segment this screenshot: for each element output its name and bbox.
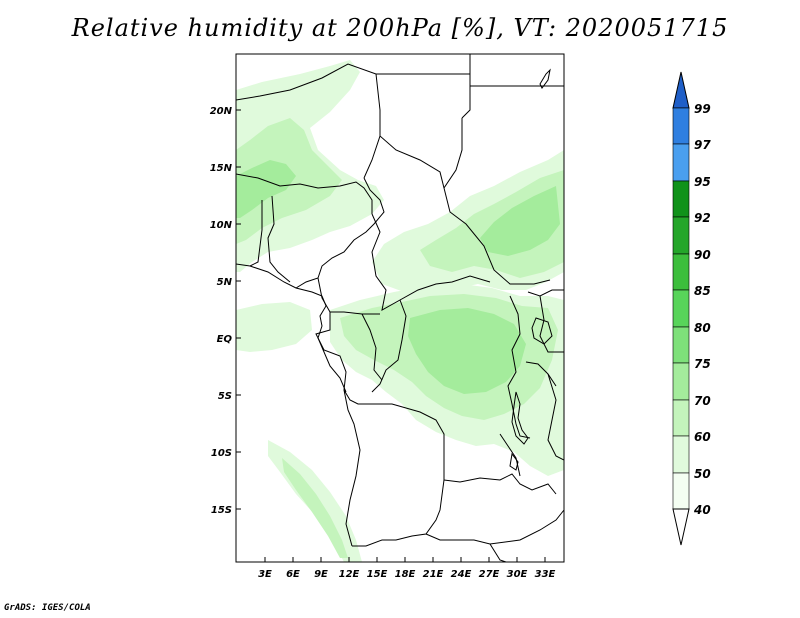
- shade-east-inner: [420, 170, 564, 278]
- colorbar-segment-97: [672, 107, 690, 145]
- lon-label: 12E: [339, 569, 360, 580]
- lon-label: 24E: [451, 569, 472, 580]
- colorbar-label: 97: [694, 138, 711, 152]
- colorbar-segment-70: [672, 362, 690, 401]
- colorbar-label: 95: [694, 175, 711, 189]
- longitude-labels: 3E 6E 9E 12E 15E 18E 21E 24E 27E 30E 33E: [258, 569, 555, 580]
- lon-label: 3E: [258, 569, 272, 580]
- lon-label: 9E: [314, 569, 328, 580]
- colorbar-label: 92: [694, 211, 711, 225]
- colorbar-label: 70: [694, 394, 711, 408]
- colorbar-top-arrow: [672, 71, 690, 109]
- axis-ticks: [236, 109, 546, 562]
- lat-label: 10S: [211, 448, 232, 459]
- colorbar-segment-50: [672, 435, 690, 474]
- colorbar-segment-90: [672, 216, 690, 255]
- humidity-shading: [236, 60, 564, 562]
- colorbar-segment-40: [672, 472, 690, 510]
- grads-credit: GrADS: IGES/COLA: [4, 603, 91, 613]
- lon-label: 27E: [479, 569, 500, 580]
- colorbar-segment-80: [672, 289, 690, 328]
- shade-atlantic: [236, 302, 312, 352]
- lat-label: EQ: [217, 334, 233, 345]
- lat-label: 15S: [211, 505, 232, 516]
- lat-label: 5N: [217, 277, 233, 288]
- colorbar-segment-92: [672, 180, 690, 218]
- shade-east-core: [480, 186, 560, 256]
- shade-west-africa-core: [236, 160, 296, 218]
- lon-label: 6E: [286, 569, 300, 580]
- lon-label: 18E: [395, 569, 416, 580]
- colorbar-segment-60: [672, 399, 690, 437]
- lon-label: 15E: [367, 569, 388, 580]
- colorbar: 99 97 95 92 90 85 80 75 70 60 50 40: [672, 71, 711, 546]
- colorbar-label: 50: [694, 467, 711, 481]
- lon-label: 21E: [423, 569, 444, 580]
- colorbar-label: 90: [694, 248, 711, 262]
- colorbar-label: 85: [694, 284, 711, 298]
- country-borders: [236, 54, 564, 562]
- colorbar-label: 40: [693, 503, 711, 517]
- colorbar-bottom-arrow: [672, 508, 690, 546]
- shade-congo-core: [408, 308, 526, 394]
- latitude-labels: 20N 15N 10N 5N EQ 5S 10S 15S: [210, 106, 233, 516]
- lat-label: 15N: [210, 163, 233, 174]
- map-frame: [235, 53, 565, 563]
- colorbar-label: 80: [694, 321, 711, 335]
- colorbar-label: 99: [694, 102, 711, 116]
- lat-label: 5S: [218, 391, 232, 402]
- shade-angola-streak-inner: [282, 458, 348, 558]
- lon-label: 33E: [535, 569, 556, 580]
- colorbar-segment-85: [672, 253, 690, 291]
- lon-label: 30E: [507, 569, 528, 580]
- colorbar-label: 60: [694, 430, 711, 444]
- lat-label: 20N: [210, 106, 233, 117]
- colorbar-label: 75: [694, 357, 711, 371]
- colorbar-segment-75: [672, 326, 690, 364]
- lat-label: 10N: [210, 220, 233, 231]
- chart-title: Relative humidity at 200hPa [%], VT: 202…: [71, 14, 729, 42]
- colorbar-segment-95: [672, 143, 690, 182]
